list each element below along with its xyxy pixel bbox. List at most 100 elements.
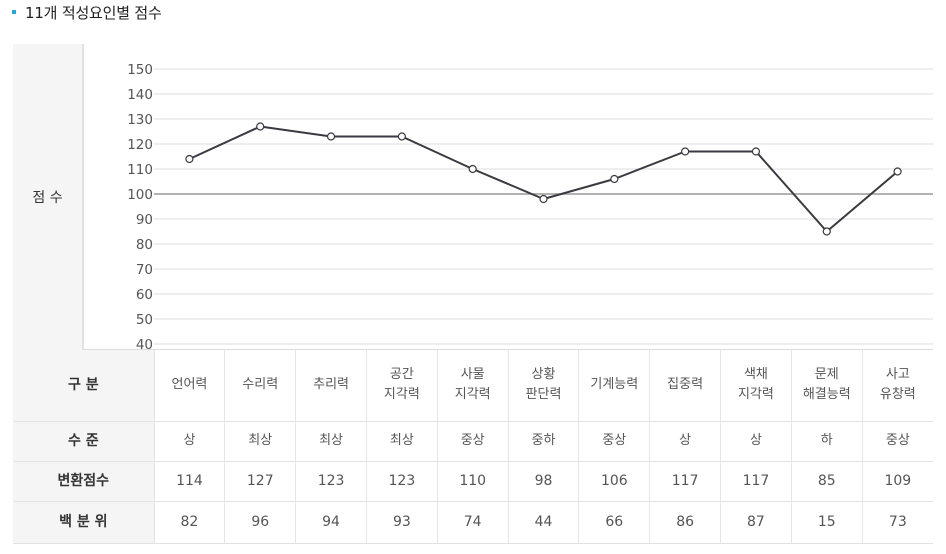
y-tick-label: 40 [136, 337, 153, 350]
category-cell-line: 색채 [743, 367, 768, 383]
y-tick-label: 60 [136, 287, 153, 303]
score-cell: 106 [578, 461, 651, 502]
category-cell-line: 문제 [814, 367, 839, 383]
data-point [751, 147, 761, 156]
row-header-category: 구 분 [13, 350, 155, 422]
category-cell: 집중력 [649, 350, 722, 422]
percentile-cell: 82 [154, 501, 226, 544]
score-cell: 110 [437, 461, 509, 502]
level-cell: 중상 [437, 421, 509, 462]
category-cell-line: 판단력 [525, 387, 562, 403]
row-header-percentile: 백 분 위 [13, 501, 155, 544]
table-row-percentile: 백 분 위 82 96 94 93 74 44 66 86 87 15 73 [13, 501, 933, 544]
category-cell: 추리력 [295, 350, 367, 422]
y-tick-label: 80 [136, 237, 153, 253]
y-tick-label: 140 [127, 87, 153, 103]
score-cell: 109 [862, 461, 933, 502]
y-tick-label: 150 [127, 62, 153, 78]
category-cell: 언어력 [154, 350, 226, 422]
level-cell: 중하 [508, 421, 580, 462]
y-tick-label: 120 [127, 137, 153, 153]
score-cell: 117 [720, 461, 792, 502]
title-bullet-icon [12, 10, 16, 14]
data-point [326, 132, 336, 141]
data-point [610, 174, 619, 184]
y-tick-label: 110 [127, 162, 153, 178]
category-cell-line: 언어력 [171, 377, 208, 393]
level-cell: 하 [791, 421, 863, 462]
category-cell-line: 사물 [460, 367, 485, 383]
category-cell-line: 수리력 [242, 377, 279, 393]
category-cell-line: 지각력 [454, 387, 491, 403]
score-cell: 85 [791, 461, 863, 502]
y-tick-label: 130 [127, 112, 153, 128]
percentile-cell: 44 [508, 501, 580, 544]
percentile-cell: 73 [862, 501, 933, 544]
category-cell-line: 기계능력 [590, 377, 639, 393]
y-tick-label: 50 [136, 312, 153, 328]
data-point [185, 154, 194, 164]
y-tick-label: 100 [127, 187, 153, 203]
score-cell: 117 [649, 461, 722, 502]
score-cell: 127 [224, 461, 297, 502]
series-line [188, 125, 899, 233]
category-cell-line: 상황 [531, 367, 556, 383]
section-title-text: 11개 적성요인별 점수 [25, 3, 162, 22]
level-cell: 최상 [224, 421, 297, 462]
score-cell: 114 [154, 461, 226, 502]
level-cell: 최상 [295, 421, 367, 462]
category-cell-line: 유창력 [879, 387, 916, 403]
data-point [681, 147, 690, 156]
data-point [397, 132, 406, 141]
level-cell: 최상 [366, 421, 438, 462]
level-cell: 중상 [862, 421, 933, 462]
data-point [822, 227, 831, 236]
y-tick-label: 90 [136, 212, 153, 228]
data-point [539, 194, 548, 204]
score-cell: 123 [295, 461, 367, 502]
data-point [256, 122, 265, 131]
section-title: 11개 적성요인별 점수 [12, 2, 162, 22]
score-cell: 123 [366, 461, 438, 502]
row-header-score: 변환점수 [13, 461, 155, 502]
category-cell: 수리력 [224, 350, 297, 422]
category-cell-line: 지각력 [383, 387, 420, 403]
table-row-level: 수 준 상 최상 최상 최상 중상 중하 중상 상 상 하 중상 [13, 421, 933, 462]
category-cell-line: 해결능력 [802, 387, 851, 403]
level-cell: 상 [649, 421, 722, 462]
score-cell: 98 [508, 461, 580, 502]
percentile-cell: 86 [649, 501, 722, 544]
data-point [893, 167, 902, 176]
percentile-cell: 15 [791, 501, 863, 544]
level-cell: 상 [720, 421, 792, 462]
percentile-cell: 87 [720, 501, 792, 544]
percentile-cell: 66 [578, 501, 651, 544]
table-row-score: 변환점수 114 127 123 123 110 98 106 117 117 85 109 [13, 461, 933, 502]
score-table: 구 분 언어력 수리력 추리력 공간 지각력 사물 지각력 상황 판단력 기계능력 집중력 색채 지각력… [13, 350, 933, 544]
table-row-category: 구 분 언어력 수리력 추리력 공간 지각력 사물 지각력 상황 판단력 기계능력 집중력 색채 지각력… [13, 350, 933, 422]
percentile-cell: 96 [224, 501, 297, 544]
level-cell: 상 [154, 421, 226, 462]
chart-row: 점 수 150 140 130 120 110 100 90 80 70 60 50 40 [13, 44, 933, 350]
category-cell-line: 공간 [389, 367, 414, 383]
line-chart: 150 140 130 120 110 100 90 80 70 60 50 40 [83, 44, 933, 350]
level-cell: 중상 [578, 421, 651, 462]
category-cell: 기계능력 [578, 350, 651, 422]
category-cell-line: 집중력 [667, 377, 704, 393]
chart-row-header: 점 수 [13, 44, 83, 350]
y-tick-label: 70 [136, 262, 153, 278]
row-header-level: 수 준 [13, 421, 155, 462]
percentile-cell: 94 [295, 501, 367, 544]
data-point [468, 164, 477, 174]
category-cell-line: 지각력 [737, 387, 774, 403]
category-cell-line: 사고 [885, 367, 910, 383]
percentile-cell: 74 [437, 501, 509, 544]
percentile-cell: 93 [366, 501, 438, 544]
category-cell-line: 추리력 [313, 377, 349, 393]
